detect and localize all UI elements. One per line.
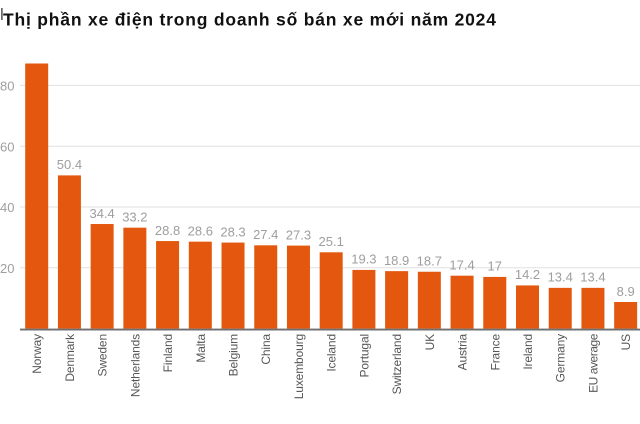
svg-text:Finland: Finland (161, 334, 175, 372)
svg-text:Luxembourg: Luxembourg (292, 334, 306, 399)
svg-text:US: US (619, 334, 633, 351)
svg-text:Thị phần xe điện trong doanh s: Thị phần xe điện trong doanh số bán xe m… (3, 10, 497, 30)
svg-text:Austria: Austria (456, 334, 470, 371)
svg-text:20: 20 (0, 261, 14, 276)
svg-text:34.4: 34.4 (89, 206, 114, 221)
svg-text:Switzerland: Switzerland (390, 334, 404, 394)
svg-text:17: 17 (488, 259, 502, 274)
svg-text:13.4: 13.4 (580, 270, 605, 285)
svg-text:Iceland: Iceland (325, 334, 339, 372)
svg-text:Sweden: Sweden (96, 334, 110, 376)
svg-text:Portugal: Portugal (357, 334, 371, 378)
svg-text:50.4: 50.4 (57, 157, 82, 172)
svg-text:40: 40 (0, 200, 14, 215)
svg-text:27.4: 27.4 (253, 227, 278, 242)
svg-text:EU average: EU average (586, 333, 600, 393)
svg-text:China: China (259, 334, 273, 365)
svg-text:Belgium: Belgium (227, 334, 241, 376)
svg-text:8.9: 8.9 (617, 284, 635, 299)
svg-text:Norway: Norway (30, 334, 44, 374)
svg-text:Netherlands: Netherlands (128, 334, 142, 397)
svg-text:28.3: 28.3 (220, 224, 245, 239)
svg-text:28.6: 28.6 (188, 223, 213, 238)
svg-text:27.3: 27.3 (286, 227, 311, 242)
svg-text:14.2: 14.2 (515, 267, 540, 282)
svg-text:18.9: 18.9 (384, 253, 409, 268)
svg-text:Germany: Germany (554, 334, 568, 382)
svg-text:17.4: 17.4 (449, 258, 474, 273)
svg-text:France: France (488, 334, 502, 371)
svg-text:80: 80 (0, 79, 14, 94)
svg-text:Denmark: Denmark (63, 333, 77, 382)
svg-text:28.8: 28.8 (155, 223, 180, 238)
svg-text:19.3: 19.3 (351, 252, 376, 267)
svg-text:18.7: 18.7 (417, 254, 442, 269)
svg-text:25.1: 25.1 (319, 234, 344, 249)
svg-text:13.4: 13.4 (548, 270, 573, 285)
svg-text:Malta: Malta (194, 334, 208, 363)
svg-text:60: 60 (0, 139, 14, 154)
svg-text:33.2: 33.2 (122, 209, 147, 224)
svg-text:UK: UK (423, 334, 437, 351)
svg-text:Ireland: Ireland (521, 334, 535, 370)
